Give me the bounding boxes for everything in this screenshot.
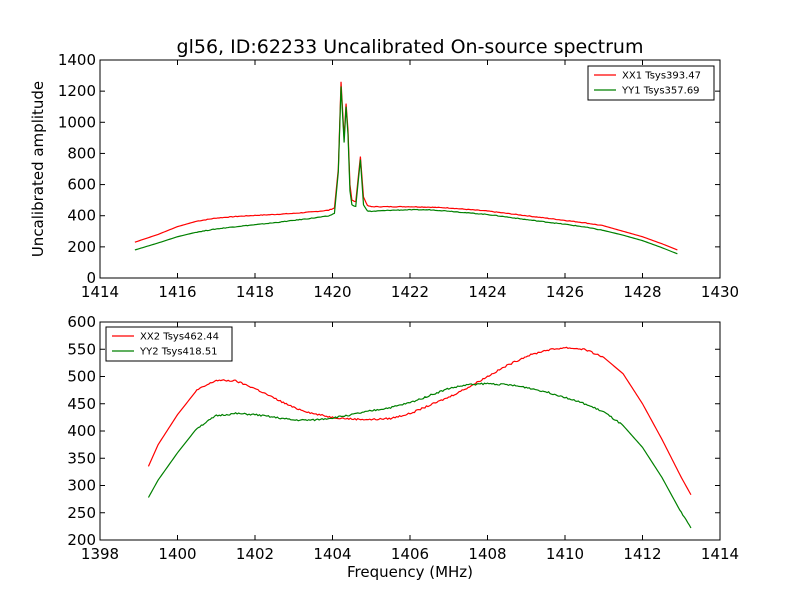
y-tick-label: 600	[67, 176, 96, 194]
x-tick-label: 1426	[546, 283, 584, 301]
series-line-xx1	[134, 81, 678, 251]
bottom-spectrum-plot: 1398 1400 1402 1404 1406 1408 1410 1412 1414 200 2…	[67, 313, 739, 581]
y-tick-label: 400	[67, 422, 96, 440]
legend-box	[587, 65, 715, 101]
legend: XX1 Tsys393.47 YY1 Tsys357.69	[587, 65, 715, 101]
series-line-xx2	[147, 346, 692, 496]
legend-box	[105, 326, 233, 362]
x-tick-label: 1408	[468, 545, 506, 563]
y-axis-label: Uncalibrated amplitude	[29, 81, 47, 257]
top-spectrum-plot: 1414 1416 1418 1420 1422 1424 1426 1428 1430 0 200…	[29, 51, 739, 301]
x-tick-label: 1428	[623, 283, 661, 301]
x-tick-label: 1424	[468, 283, 506, 301]
y-tick-label: 250	[67, 504, 96, 522]
y-tick-label: 450	[67, 395, 96, 413]
x-tick-label: 1416	[158, 283, 196, 301]
y-tick-label: 400	[67, 207, 96, 225]
x-tick-label: 1398	[81, 545, 119, 563]
legend-label: XX2 Tsys462.44	[140, 332, 219, 343]
x-tick-label: 1406	[391, 545, 429, 563]
y-tick-label: 1000	[58, 113, 96, 131]
legend-label: XX1 Tsys393.47	[622, 71, 701, 82]
y-tick-label: 1400	[58, 51, 96, 69]
x-axis-label: Frequency (MHz)	[347, 563, 473, 581]
series-line-yy1	[134, 86, 678, 255]
y-tick-label: 200	[67, 531, 96, 549]
y-tick-label: 800	[67, 144, 96, 162]
y-tick-label: 500	[67, 368, 96, 386]
x-tick-label: 1422	[391, 283, 429, 301]
y-tick-label: 200	[67, 238, 96, 256]
legend: XX2 Tsys462.44 YY2 Tsys418.51	[105, 326, 233, 362]
x-tick-label: 1414	[701, 545, 739, 563]
series-line-yy2	[147, 382, 692, 529]
x-tick-label: 1420	[313, 283, 351, 301]
x-tick-label: 1418	[236, 283, 274, 301]
y-tick-label: 350	[67, 449, 96, 467]
x-tick-label: 1410	[546, 545, 584, 563]
x-tick-label: 1402	[236, 545, 274, 563]
legend-label: YY1 Tsys357.69	[621, 86, 700, 97]
x-tick-label: 1430	[701, 283, 739, 301]
legend-label: YY2 Tsys418.51	[139, 347, 218, 358]
y-tick-label: 300	[67, 477, 96, 495]
y-tick-label: 550	[67, 340, 96, 358]
x-tick-label: 1400	[158, 545, 196, 563]
x-tick-label: 1412	[623, 545, 661, 563]
x-tick-label: 1404	[313, 545, 351, 563]
y-tick-label: 0	[86, 269, 96, 287]
y-tick-label: 1200	[58, 82, 96, 100]
figure-title: gl56, ID:62233 Uncalibrated On-source sp…	[177, 36, 644, 58]
x-tick-label: 1414	[81, 283, 119, 301]
y-tick-label: 600	[67, 313, 96, 331]
